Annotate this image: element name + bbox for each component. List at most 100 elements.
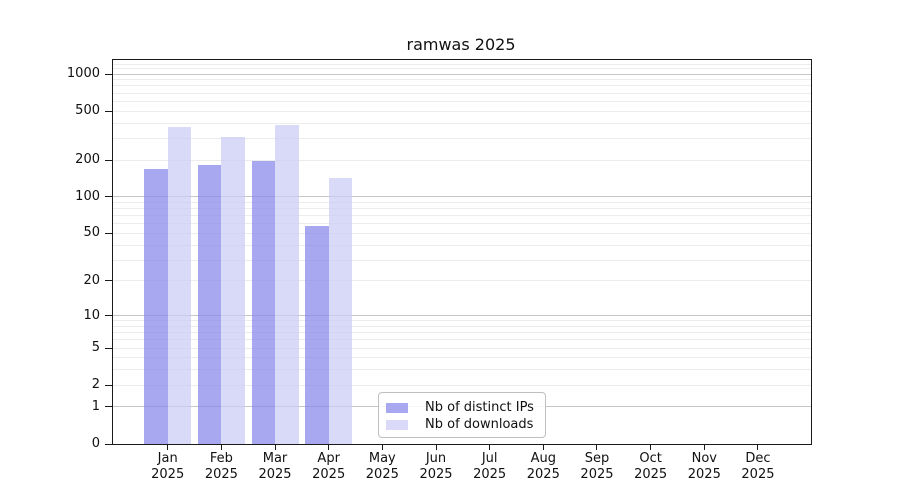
x-tick-label: Jun 2025 — [408, 451, 464, 483]
minor-gridline — [113, 122, 811, 124]
minor-gridline — [113, 232, 811, 234]
x-tick-label-line: 2025 — [580, 467, 614, 482]
y-tick-mark — [105, 443, 113, 445]
bar-downloads — [328, 178, 353, 444]
y-tick-label: 20 — [83, 272, 100, 288]
minor-gridline — [113, 332, 811, 334]
minor-gridline — [113, 110, 811, 112]
legend-item-distinct-ips: Nb of distinct IPs — [386, 399, 537, 416]
x-tick-label-line: 2025 — [258, 467, 292, 482]
x-tick-mark — [596, 444, 598, 450]
x-tick-label-line: Jul — [481, 451, 498, 466]
minor-gridline — [113, 208, 811, 210]
x-tick-label-line: Oct — [639, 451, 662, 466]
x-tick-label-line: 2025 — [526, 467, 560, 482]
minor-gridline — [113, 85, 811, 87]
bar-distinct-ips — [305, 225, 329, 444]
x-tick-label: Jan 2025 — [140, 451, 196, 483]
x-tick-label-line: Sep — [584, 451, 610, 466]
bar-distinct-ips — [251, 161, 276, 444]
x-tick-label: Jul 2025 — [462, 451, 518, 483]
chart-title: ramwas 2025 — [406, 35, 516, 54]
minor-gridline — [113, 92, 811, 94]
minor-gridline — [113, 339, 811, 341]
minor-gridline — [113, 223, 811, 225]
minor-gridline — [113, 369, 811, 371]
legend-swatch-distinct-ips — [386, 402, 408, 413]
y-tick-label: 0 — [91, 436, 100, 451]
bar-downloads — [275, 124, 299, 444]
x-tick-label-line: Jan — [157, 451, 178, 466]
y-tick-mark — [105, 110, 113, 112]
x-tick-label: Mar 2025 — [247, 451, 303, 483]
plot-area: Jan 2025 Feb 2025 Mar 2025 Apr 2025 May 2025 Jun 20… — [67, 59, 812, 482]
bar-downloads — [167, 127, 192, 444]
legend-label-distinct-ips: Nb of distinct IPs — [425, 400, 534, 415]
y-tick-mark — [105, 196, 113, 198]
x-tick-label-line: Aug — [530, 451, 556, 466]
y-tick-mark — [105, 406, 113, 408]
minor-gridline — [113, 201, 811, 203]
minor-gridline — [113, 79, 811, 81]
minor-gridline — [113, 357, 811, 359]
bar-downloads — [221, 136, 245, 444]
x-tick-mark — [757, 444, 759, 450]
minor-gridline — [113, 100, 811, 102]
bar-distinct-ips — [144, 169, 168, 444]
x-tick-label-line: 2025 — [419, 467, 453, 482]
minor-gridline — [113, 280, 811, 282]
x-tick-label-line: 2025 — [687, 467, 721, 482]
y-tick-label: 1 — [91, 398, 100, 414]
x-tick-label-line: 2025 — [312, 467, 346, 482]
y-tick-label: 200 — [75, 152, 100, 167]
x-tick-label-line: 2025 — [634, 467, 668, 482]
x-tick-label: Aug 2025 — [515, 451, 571, 483]
x-tick-mark — [435, 444, 437, 450]
y-tick-label: 2 — [91, 377, 100, 393]
minor-gridline — [113, 325, 811, 327]
y-tick-mark — [105, 159, 113, 161]
x-tick-mark — [328, 444, 330, 450]
minor-gridline — [113, 244, 811, 246]
y-tick-label: 500 — [75, 103, 100, 119]
minor-gridline — [113, 215, 811, 217]
x-tick-label-line: May — [368, 451, 396, 466]
x-tick-label-line: 2025 — [204, 467, 238, 482]
y-tick-label: 10 — [83, 307, 100, 323]
x-tick-label-line: 2025 — [151, 467, 185, 482]
legend-swatch-downloads — [386, 419, 408, 430]
x-tick-mark — [489, 444, 491, 450]
x-tick-label: Sep 2025 — [569, 451, 625, 483]
bar-distinct-ips — [197, 165, 222, 444]
minor-gridline — [113, 320, 811, 322]
x-tick-mark — [167, 444, 169, 450]
x-tick-label: Apr 2025 — [301, 451, 357, 483]
x-tick-label-line: Mar — [262, 451, 288, 466]
minor-gridline — [113, 347, 811, 349]
y-tick-mark — [105, 232, 113, 234]
x-tick-mark — [650, 444, 652, 450]
x-tick-mark — [542, 444, 544, 450]
y-tick-mark — [105, 347, 113, 349]
x-tick-label: Nov 2025 — [676, 451, 732, 483]
minor-gridline — [113, 159, 811, 161]
x-tick-mark — [274, 444, 276, 450]
y-tick-label: 5 — [91, 340, 100, 356]
y-tick-mark — [105, 73, 113, 75]
y-tick-label: 1000 — [66, 66, 100, 82]
minor-gridline — [113, 259, 811, 261]
minor-gridline — [113, 137, 811, 139]
x-tick-mark — [220, 444, 222, 450]
x-tick-label-line: 2025 — [473, 467, 507, 482]
x-tick-label: Dec 2025 — [730, 451, 786, 483]
y-tick-mark — [105, 384, 113, 386]
x-tick-label-line: Feb — [209, 451, 233, 466]
x-tick-label-line: Apr — [317, 451, 340, 466]
x-tick-label-line: Jun — [425, 451, 447, 466]
y-tick-label: 50 — [83, 225, 100, 241]
x-tick-mark — [381, 444, 383, 450]
x-tick-label: Oct 2025 — [623, 451, 679, 483]
minor-gridline — [113, 68, 811, 70]
x-tick-mark — [703, 444, 705, 450]
